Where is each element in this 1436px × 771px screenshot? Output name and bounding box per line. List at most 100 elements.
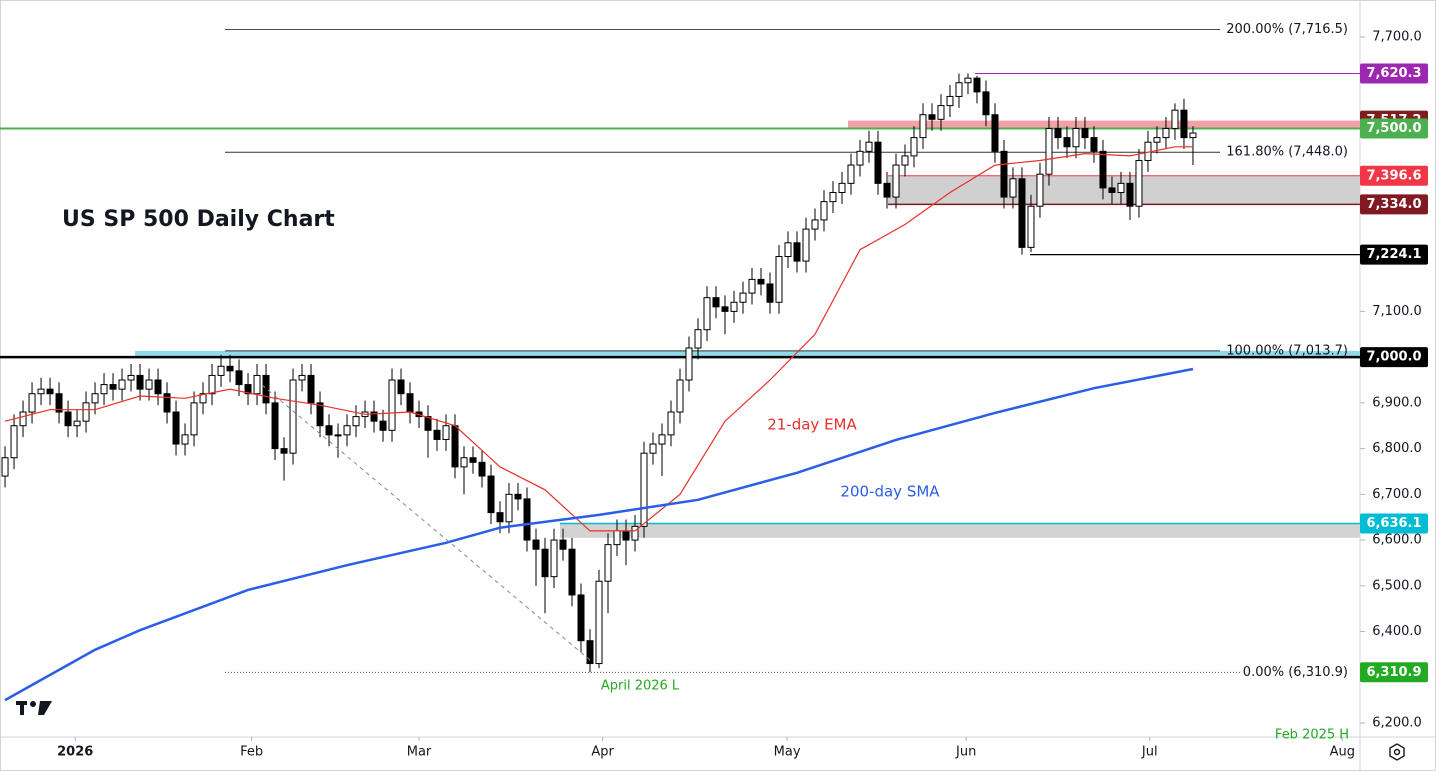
candle-body	[847, 164, 855, 184]
annotation: Feb 2025 H	[1275, 728, 1349, 743]
candle-body	[721, 306, 729, 312]
candle-body	[820, 201, 828, 221]
fib-label: 100.00% (7,013.7)	[1226, 343, 1348, 358]
fib-label: 200.00% (7,716.5)	[1226, 22, 1348, 37]
candle-body	[1171, 109, 1179, 129]
candle-body	[1027, 205, 1035, 248]
candle-body	[217, 365, 225, 376]
y-tick-label: 6,600.0	[1372, 533, 1422, 548]
price-box-label: 6,636.1	[1366, 516, 1421, 531]
candle-body	[595, 580, 603, 665]
candle-body	[46, 388, 54, 395]
candle-body	[631, 525, 639, 541]
candle-body	[1189, 132, 1197, 139]
candle-body	[874, 141, 882, 184]
candle-body	[478, 461, 486, 477]
annotation: April 2026 L	[601, 679, 680, 694]
zone	[560, 523, 1360, 538]
candle-body	[325, 425, 333, 436]
x-tick-label: Mar	[407, 745, 432, 760]
candle-body	[685, 347, 693, 381]
candle-body	[505, 493, 513, 523]
candle-body	[262, 374, 270, 404]
candle-body	[757, 278, 765, 285]
candle-body	[343, 425, 351, 436]
candle-body	[163, 393, 171, 413]
candle-body	[613, 530, 621, 546]
candle-body	[856, 150, 864, 166]
candle-body	[784, 242, 792, 258]
candle-body	[226, 365, 234, 372]
candle-body	[469, 457, 477, 463]
plot: 7,700.0 7,100.0 6,900.0 6,800.0 6,700.0 6,600…	[0, 22, 1422, 760]
candle-body	[253, 374, 261, 395]
candle-body	[55, 393, 63, 413]
price-box-label: 7,000.0	[1366, 350, 1421, 365]
candle-body	[433, 429, 441, 440]
candle-body	[1117, 182, 1125, 193]
price-box	[1360, 513, 1428, 534]
candle-body	[550, 539, 558, 578]
candle-body	[1, 457, 9, 477]
candle-body	[1054, 127, 1062, 139]
y-tick-label: 7,700.0	[1372, 29, 1422, 44]
candle-body	[154, 379, 162, 395]
candle-body	[559, 539, 567, 550]
candle-body	[982, 91, 990, 116]
candle-body	[712, 297, 720, 308]
candle-body	[937, 105, 945, 120]
settings-icon-shape[interactable]	[1393, 748, 1401, 756]
indicator-line	[4, 146, 1193, 532]
candle-body	[334, 434, 342, 437]
candle-body	[280, 448, 288, 454]
price-box	[1360, 347, 1428, 368]
logo-part	[30, 701, 36, 707]
y-tick-label: 6,900.0	[1372, 395, 1422, 410]
y-tick-label: 6,800.0	[1372, 441, 1422, 456]
price-box-label: 7,334.0	[1366, 197, 1421, 212]
price-box	[1360, 118, 1428, 139]
zone	[135, 350, 1360, 358]
candle-body	[865, 141, 873, 152]
candle-body	[370, 411, 378, 422]
candle-body	[523, 498, 531, 541]
candle-body	[640, 452, 648, 527]
candle-body	[181, 434, 189, 445]
price-box-label: 7,396.6	[1366, 168, 1421, 183]
candle-body	[442, 425, 450, 440]
candle-body	[1180, 109, 1188, 139]
candle-body	[91, 393, 99, 404]
candle-body	[487, 475, 495, 514]
fib-label: 0.00% (6,310.9)	[1243, 665, 1348, 680]
candle-body	[658, 434, 666, 445]
logo	[16, 701, 52, 715]
candle-body	[802, 228, 810, 262]
settings-icon[interactable]	[1389, 743, 1405, 761]
candle-body	[694, 329, 702, 349]
fib-label: 161.80% (7,448.0)	[1226, 145, 1348, 160]
price-box-label: 7,620.3	[1366, 66, 1421, 81]
candle-body	[73, 420, 81, 427]
candle-body	[892, 164, 900, 198]
candle-body	[289, 379, 297, 454]
candle-body	[1081, 127, 1089, 139]
candle-body	[496, 512, 504, 523]
x-tick-label: 2026	[57, 745, 93, 760]
candle-body	[703, 297, 711, 331]
y-tick-label: 6,200.0	[1372, 716, 1422, 731]
settings-icon-shape[interactable]	[1389, 743, 1405, 761]
candle-body	[10, 425, 18, 459]
candle-body	[1162, 127, 1170, 139]
candle-body	[64, 411, 72, 427]
y-tick-label: 6,700.0	[1372, 487, 1422, 502]
candle-body	[649, 443, 657, 454]
x-tick-label: Jul	[1141, 745, 1158, 760]
candle-body	[100, 384, 108, 395]
candle-body	[775, 256, 783, 303]
candle-body	[235, 370, 243, 386]
candle-body	[739, 292, 747, 303]
price-box	[1360, 194, 1428, 215]
price-box	[1360, 662, 1428, 683]
candle-body	[298, 374, 306, 381]
